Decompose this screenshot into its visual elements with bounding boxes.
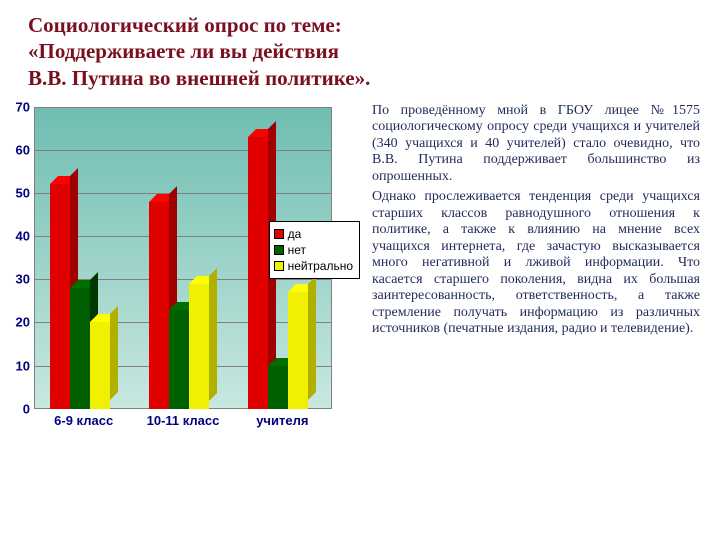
y-tick-label: 30	[16, 272, 34, 287]
y-tick-label: 10	[16, 358, 34, 373]
legend-item: да	[274, 226, 353, 242]
legend-label: да	[288, 226, 302, 242]
content-row: 0 10 20 30 40 50 60 70 6-9 класс10-11 классучит…	[0, 99, 720, 459]
y-tick-label: 70	[16, 99, 34, 114]
bar	[189, 284, 209, 409]
paragraph-2: Однако прослеживается тенденция среди уч…	[372, 189, 700, 338]
body-text: По проведённому мной в ГБОУ лицее №1575 …	[372, 99, 700, 459]
bar	[70, 288, 90, 409]
legend-swatch	[274, 245, 284, 255]
bar-group	[34, 107, 133, 409]
bar	[169, 310, 189, 409]
y-tick-label: 20	[16, 315, 34, 330]
bar	[248, 137, 268, 409]
legend: данетнейтрально	[269, 221, 360, 279]
legend-label: нейтрально	[288, 258, 353, 274]
paragraph-1: По проведённому мной в ГБОУ лицее №1575 …	[372, 103, 700, 186]
bar-group	[133, 107, 232, 409]
title-line-3: В.В. Путина во внешней политике».	[28, 65, 692, 91]
bar	[149, 202, 169, 409]
slide-title: Социологический опрос по теме: «Поддержи…	[0, 0, 720, 99]
legend-item: нейтрально	[274, 258, 353, 274]
x-tick-label: учителя	[233, 413, 332, 428]
bar	[50, 184, 70, 408]
bar	[90, 322, 110, 408]
title-line-2: «Поддерживаете ли вы действия	[28, 38, 692, 64]
y-tick-label: 40	[16, 229, 34, 244]
bar-chart: 0 10 20 30 40 50 60 70 6-9 класс10-11 классучит…	[4, 99, 362, 459]
legend-item: нет	[274, 242, 353, 258]
x-tick-label: 10-11 класс	[133, 413, 232, 428]
y-tick-label: 50	[16, 186, 34, 201]
chart-container: 0 10 20 30 40 50 60 70 6-9 класс10-11 классучит…	[0, 99, 362, 459]
legend-label: нет	[288, 242, 306, 258]
legend-swatch	[274, 261, 284, 271]
y-tick-label: 0	[23, 401, 34, 416]
x-tick-label: 6-9 класс	[34, 413, 133, 428]
x-axis-labels: 6-9 класс10-11 классучителя	[34, 413, 332, 428]
title-line-1: Социологический опрос по теме:	[28, 12, 692, 38]
y-tick-label: 60	[16, 142, 34, 157]
legend-swatch	[274, 229, 284, 239]
bar	[268, 366, 288, 409]
bar	[288, 292, 308, 408]
